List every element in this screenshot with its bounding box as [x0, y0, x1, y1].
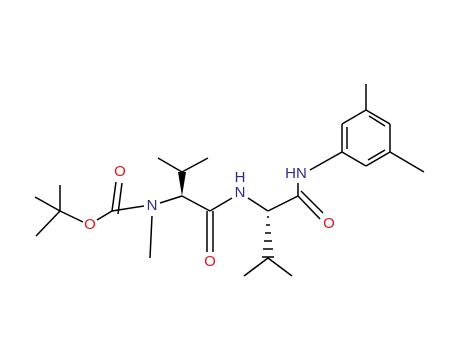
atom-label: O: [84, 216, 96, 233]
atom-label: HN: [285, 165, 307, 182]
atom-label: O: [323, 215, 335, 232]
atom-label: N: [147, 197, 158, 214]
atom-label: N: [235, 184, 246, 201]
atom-label: O: [114, 163, 126, 180]
atom-label: O: [204, 253, 216, 270]
bonds: [34, 84, 425, 277]
atom-label: H: [235, 169, 246, 186]
atom-labels: O O N O H N O HN: [84, 163, 335, 270]
